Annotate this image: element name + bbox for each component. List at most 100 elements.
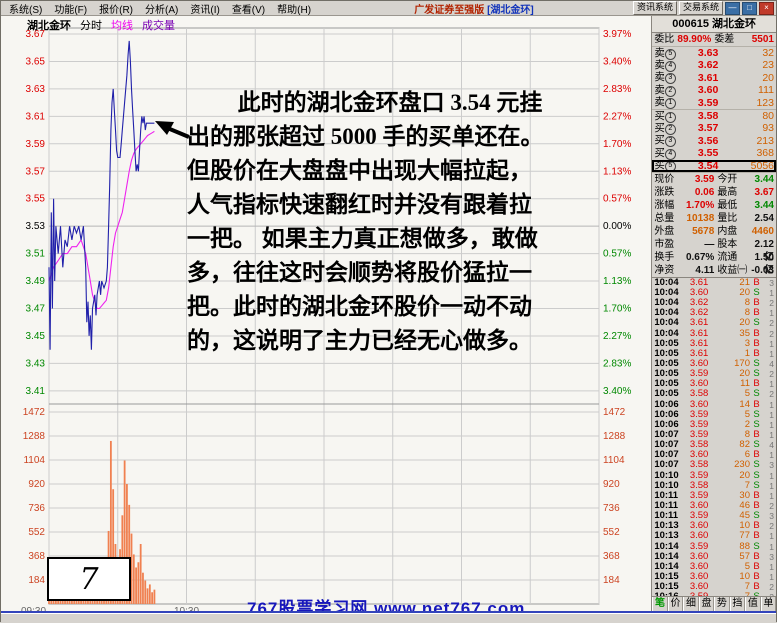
level-number: 5 [664, 48, 676, 60]
trade-row: 10:04 3.62 8 B 2 [652, 297, 776, 309]
restore-button[interactable]: □ [742, 1, 757, 15]
trade-price: 3.60 [689, 500, 709, 511]
svg-text:3.47: 3.47 [26, 304, 46, 315]
ask-price: 3.59 [697, 96, 719, 109]
trade-side: S [753, 368, 760, 380]
bottom-divider [1, 611, 776, 613]
trade-price: 3.59 [689, 368, 709, 380]
trade-price: 3.61 [689, 327, 709, 339]
level-number: 4 [664, 61, 676, 73]
ask-row: 卖 5 3.63 32 [652, 47, 776, 60]
menu-item[interactable]: 帮助(H) [277, 4, 312, 16]
trade-side: S [753, 479, 760, 491]
annotation-line: 一把。 如果主力真正想做多，敢做 [187, 226, 538, 251]
trade-price: 3.60 [689, 570, 709, 582]
menu-item[interactable]: 报价(R) [99, 4, 134, 16]
trade-price: 3.59 [689, 408, 709, 420]
trade-price: 3.60 [689, 358, 709, 370]
trade-count: 1 [769, 490, 774, 501]
legend-tab-fenshi[interactable]: 分时 [80, 20, 102, 32]
menu-bar: 系统(S) 功能(F) 报价(R) 分析(A) 资讯(I) 查看(V) 帮助(H) 广发证券… [1, 1, 776, 16]
trade-side: B [753, 297, 760, 309]
svg-text:3.59: 3.59 [26, 139, 46, 150]
system-button[interactable]: 资讯系统 [632, 1, 677, 15]
menu-item[interactable]: 分析(A) [145, 4, 179, 16]
trade-price: 3.62 [689, 297, 709, 309]
menu-item[interactable]: 查看(V) [231, 4, 266, 16]
trade-row: 10:04 3.61 21 B 3 [652, 278, 776, 288]
svg-text:3.49: 3.49 [26, 276, 46, 287]
chart-legend: 湖北金环 分时 均线 成交量 [27, 17, 175, 33]
stat-value: — [704, 238, 715, 250]
trade-volume: 20 [739, 368, 750, 380]
bid-book: 买 1 3.58 80 买 2 3.57 93 买 3 3.56 213 买 4 3.55 368 买 5 3.54… [652, 108, 776, 173]
weibi-value: 89.90% [677, 34, 712, 45]
trade-row: 10:14 3.59 88 S 1 [652, 541, 776, 552]
svg-text:3.67: 3.67 [26, 29, 46, 40]
trade-time: 10:10 [654, 479, 679, 491]
svg-text:3.40%: 3.40% [603, 386, 631, 397]
menu-item[interactable]: 资讯(I) [190, 4, 220, 16]
trade-side: B [753, 489, 760, 501]
svg-text:1472: 1472 [23, 407, 46, 418]
trade-price: 3.60 [689, 530, 709, 542]
trade-side: S [753, 358, 760, 370]
panel-tab-细[interactable]: 细 [683, 597, 699, 611]
svg-text:3.65: 3.65 [26, 56, 46, 67]
trade-side: B [753, 581, 760, 593]
panel-tab-盘[interactable]: 盘 [698, 597, 715, 611]
menu-item[interactable]: 系统(S) [9, 4, 43, 16]
bid-volume: 5056 [750, 159, 774, 172]
trade-count: 4 [769, 359, 774, 370]
trade-price: 3.60 [689, 398, 709, 410]
panel-tab-笔[interactable]: 笔 [652, 597, 668, 611]
trade-volume: 77 [739, 530, 750, 542]
stat-row: 外盘 5678 内盘 4460 [652, 225, 776, 238]
legend-tab-chengjiaoliang[interactable]: 成交量 [142, 20, 175, 32]
stock-stats: 现价 3.59 今开 3.44 涨跌 0.06 最高 3.67 涨幅 1.70% 最低 3.44 总量 1… [652, 171, 776, 277]
panel-tab-价[interactable]: 价 [667, 597, 684, 611]
branding-link[interactable]: 767股票学习网 www.net767.com [247, 594, 525, 611]
stat-label: 现价 [654, 173, 675, 185]
panel-tab-单[interactable]: 单 [760, 597, 777, 611]
trade-count: 1 [769, 561, 774, 572]
trade-count: 2 [769, 501, 774, 511]
menu-item[interactable]: 功能(F) [54, 4, 88, 16]
weibi-row: 委比 89.90% 委差 5501 [652, 33, 776, 47]
svg-text:736: 736 [603, 503, 620, 514]
trade-side: B [753, 337, 760, 349]
panel-tab-值[interactable]: 值 [745, 597, 761, 611]
trade-time: 10:05 [654, 378, 679, 390]
svg-text:3.40%: 3.40% [603, 56, 631, 67]
svg-text:3.41: 3.41 [26, 386, 46, 397]
trade-time: 10:04 [654, 327, 679, 339]
svg-text:3.53: 3.53 [26, 221, 46, 232]
legend-tab-junxian[interactable]: 均线 [111, 20, 133, 32]
panel-tab-挡[interactable]: 挡 [729, 597, 746, 611]
trade-count: 1 [769, 480, 774, 491]
trade-time: 10:04 [654, 317, 679, 329]
trade-side: B [753, 307, 760, 319]
trade-row: 10:04 3.60 20 S 1 [652, 287, 776, 298]
stat-value: 3.59 [694, 173, 715, 185]
app-title: 广发证券至强版 [414, 4, 485, 16]
trade-time: 10:16 [654, 592, 682, 596]
trade-count: 2 [769, 389, 774, 400]
svg-text:1288: 1288 [23, 431, 46, 442]
svg-text:3.51: 3.51 [26, 249, 46, 260]
trade-side: B [753, 429, 760, 441]
trade-volume: 5 [744, 388, 750, 400]
panel-tab-势[interactable]: 势 [714, 597, 730, 611]
svg-text:1.13%: 1.13% [603, 276, 631, 287]
trade-row: 10:04 3.61 20 S 2 [652, 317, 776, 329]
minimize-button[interactable]: — [725, 1, 740, 15]
system-button[interactable]: 交易系统 [678, 1, 723, 15]
close-button[interactable]: × [759, 1, 774, 15]
stat-value: 1.70% [685, 199, 715, 211]
trade-time: 10:04 [654, 297, 679, 309]
svg-text:552: 552 [603, 527, 620, 538]
svg-text:552: 552 [28, 527, 45, 538]
trade-row: 10:07 3.60 6 B 1 [652, 450, 776, 461]
